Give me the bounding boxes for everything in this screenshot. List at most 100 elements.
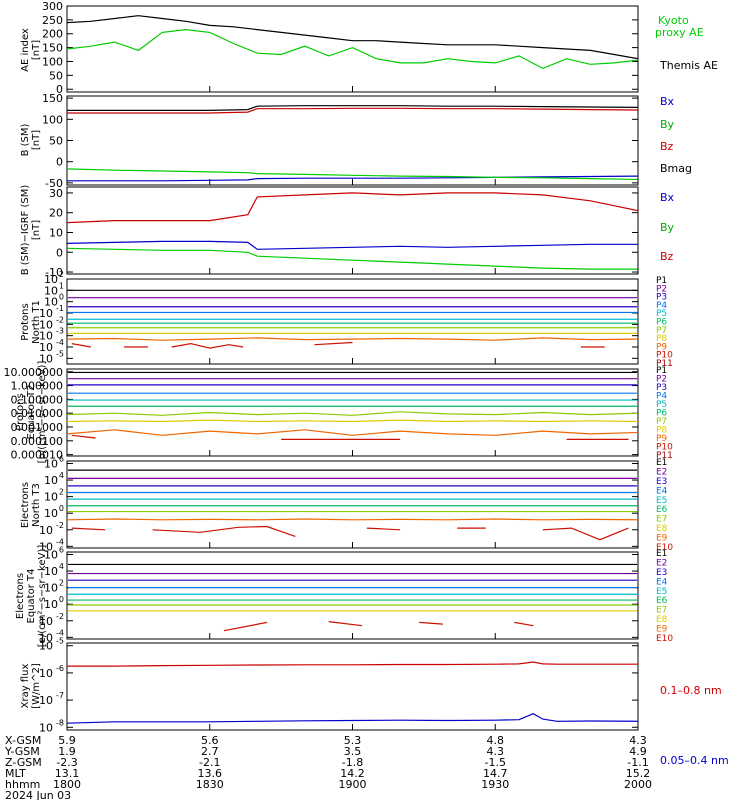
y-tick-label: 10 xyxy=(39,667,53,680)
y-tick-exponent: -2 xyxy=(56,612,64,621)
y-tick-label: 150 xyxy=(42,42,63,55)
series-line xyxy=(66,411,639,416)
y-tick-label: 10 xyxy=(49,226,63,239)
series-segment xyxy=(71,434,96,439)
y-axis-label: Xray flux xyxy=(20,664,31,709)
y-tick-exponent: -5 xyxy=(56,637,64,646)
y-tick-label: 10 xyxy=(39,318,53,331)
series-line xyxy=(66,192,639,224)
legend-entry: P5 xyxy=(656,309,667,319)
legend-entry: P5 xyxy=(656,400,667,410)
legend-entry: Bx xyxy=(660,191,675,204)
y-tick-label: 10 xyxy=(39,330,53,343)
legend-entry: P1 xyxy=(656,276,667,286)
y-tick-exponent: -8 xyxy=(56,718,64,727)
series-line xyxy=(66,713,639,724)
legend-entry: E2 xyxy=(656,467,667,477)
time-axis-value: 14.7 xyxy=(483,767,508,780)
y-tick-label: -50 xyxy=(45,177,63,190)
y-axis-label: Protons xyxy=(15,393,26,430)
legend-entry: 0.05–0.4 nm xyxy=(660,754,729,767)
y-tick-exponent: -2 xyxy=(56,315,64,324)
y-axis-label: B (SM) xyxy=(20,123,31,156)
legend-entry: Kyoto xyxy=(658,14,689,27)
legend-entry: E8 xyxy=(656,615,668,625)
time-axis-value: -1.1 xyxy=(627,756,648,769)
legend-entry: P3 xyxy=(656,383,667,393)
time-axis-row-label: Z-GSM xyxy=(5,756,42,769)
y-tick-label: 10 xyxy=(39,631,53,644)
y-axis-label: Equator T2 xyxy=(26,385,37,440)
panel-frame xyxy=(66,642,639,731)
y-tick-exponent: -5 xyxy=(56,349,64,358)
y-tick-label: 200 xyxy=(42,28,63,41)
series-line xyxy=(67,661,638,667)
series-segment xyxy=(71,527,106,531)
time-axis-table: X-GSM 5.9 5.6 5.3 4.8 4.3Y-GSM 1.9 2.7 3.5 4.3 4.9… xyxy=(4,734,652,802)
legend-entry: P2 xyxy=(656,375,667,385)
y-tick-label: 10 xyxy=(44,284,58,297)
y-tick-label: 10 xyxy=(44,582,58,595)
y-tick-exponent: -4 xyxy=(56,338,64,347)
y-tick-exponent: 2 xyxy=(59,579,64,588)
legend-entry: P4 xyxy=(656,392,667,402)
legend-entry: P7 xyxy=(656,326,667,336)
y-axis-label: [nT] xyxy=(31,130,42,150)
y-axis-label: Electrons xyxy=(15,573,26,619)
series-line xyxy=(67,175,639,182)
y-tick-label: 0 xyxy=(56,156,63,169)
y-tick-label: 0 xyxy=(56,83,63,96)
legend-entry: P8 xyxy=(656,334,667,344)
legend-entry: 0.1–0.8 nm xyxy=(660,684,722,697)
y-tick-label: 1.000000 xyxy=(11,380,64,393)
panel-5: 10.0000001.0000000.1000000.0100000.00100… xyxy=(4,361,674,464)
series-segment xyxy=(314,341,353,346)
series-line xyxy=(66,15,639,60)
y-tick-exponent: 0 xyxy=(59,293,64,302)
y-axis-label: Protons xyxy=(20,303,31,340)
y-axis-label: [nT] xyxy=(31,40,42,60)
series-segment xyxy=(542,527,629,541)
panel-3: 30 20 10 0 -10 B (SM)−IGRF (SM) [nT] Bx By Bz xyxy=(20,185,675,279)
y-tick-exponent: -7 xyxy=(56,691,64,700)
legend-entry: E4 xyxy=(656,577,668,587)
y-tick-label: 10 xyxy=(39,307,53,320)
y-tick-label: 300 xyxy=(42,0,63,13)
y-tick-exponent: 2 xyxy=(59,488,64,497)
y-axis-label: [W/m^2] xyxy=(31,663,42,709)
time-axis-value: 1900 xyxy=(339,778,367,791)
y-tick-exponent: 0 xyxy=(59,504,64,513)
time-axis-value: -1.8 xyxy=(342,756,363,769)
y-tick-exponent: -2 xyxy=(56,521,64,530)
y-tick-exponent: -4 xyxy=(56,628,64,637)
y-tick-exponent: -3 xyxy=(56,327,64,336)
time-axis-value: -2.1 xyxy=(199,756,220,769)
y-tick-label: 0.000100 xyxy=(11,435,64,448)
time-axis-row-label: Y-GSM xyxy=(4,745,40,758)
legend-entry: E7 xyxy=(656,606,667,616)
legend-entry: E5 xyxy=(656,587,667,597)
y-tick-exponent: 6 xyxy=(59,454,64,463)
time-axis-value: 5.3 xyxy=(344,734,362,747)
legend-entry: Bz xyxy=(660,140,674,153)
series-line xyxy=(66,168,639,181)
series-segment xyxy=(71,343,91,348)
y-tick-label: 10 xyxy=(39,352,53,365)
legend-entry: P8 xyxy=(656,426,667,436)
panel-2: 150 100 50 0 -50 B (SM) [nT] Bx By Bz Bmag xyxy=(20,92,692,190)
time-axis-value: 4.3 xyxy=(629,734,647,747)
y-tick-label: 0.010000 xyxy=(11,407,64,420)
y-tick-exponent: -4 xyxy=(56,537,64,546)
y-tick-exponent: 2 xyxy=(59,270,64,279)
y-tick-exponent: -6 xyxy=(56,664,64,673)
series-segment xyxy=(223,621,268,632)
series-segment xyxy=(419,621,443,625)
legend-entry: By xyxy=(660,221,675,234)
time-axis-value: 1930 xyxy=(481,778,509,791)
y-axis-label: [nT] xyxy=(31,220,42,240)
series-segment xyxy=(514,621,534,627)
panel-frame xyxy=(66,186,639,275)
